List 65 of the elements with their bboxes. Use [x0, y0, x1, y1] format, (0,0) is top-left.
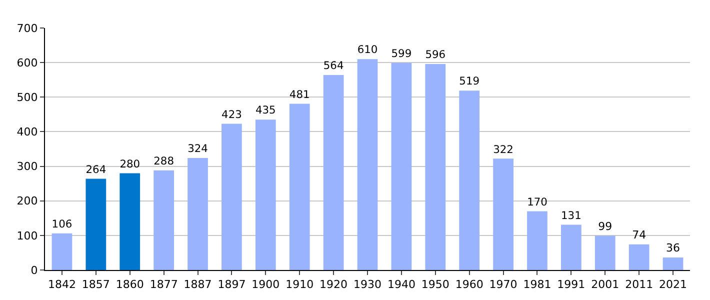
bar: [628, 244, 650, 270]
bar: [222, 124, 242, 270]
data-label: 280: [120, 157, 140, 170]
bar: [459, 90, 480, 270]
bar: [154, 170, 174, 270]
x-tick-label: 1910: [286, 278, 314, 292]
x-tick-label: 1920: [320, 278, 348, 292]
x-tick-label: 1860: [116, 278, 144, 292]
bar: [289, 104, 310, 270]
bar: [391, 62, 412, 270]
y-tick-label: 0: [30, 264, 38, 277]
x-tick-label: 1857: [82, 278, 110, 292]
data-label: 596: [425, 48, 446, 62]
x-tick-label: 1981: [523, 278, 552, 292]
data-label: 288: [154, 154, 174, 168]
data-label: 599: [391, 47, 412, 60]
y-tick-label: 500: [16, 90, 38, 104]
bar: [52, 233, 72, 270]
y-tick-label: 400: [16, 126, 38, 139]
x-tick-label: 1940: [387, 278, 416, 292]
bar: [425, 64, 446, 270]
data-label: 564: [323, 59, 344, 72]
data-label: 74: [632, 228, 646, 242]
x-tick-label: 1960: [455, 278, 484, 292]
data-label: 106: [52, 217, 72, 230]
y-tick-label: 200: [16, 194, 38, 208]
y-tick-label: 700: [16, 22, 38, 35]
x-tick-label: 1897: [218, 278, 246, 292]
x-tick-label: 1950: [421, 278, 450, 292]
bar: [86, 178, 106, 270]
data-label: 99: [598, 220, 612, 233]
data-label: 36: [666, 242, 680, 255]
x-tick-label: 2001: [591, 278, 620, 292]
data-label: 481: [289, 88, 310, 101]
bar: [527, 211, 548, 270]
data-label: 435: [255, 104, 276, 117]
y-tick-label: 300: [16, 160, 38, 174]
data-label: 324: [188, 142, 208, 156]
x-tick-label: 1930: [354, 278, 382, 292]
x-tick-label: 1887: [184, 278, 212, 292]
x-tick-label: 1900: [252, 278, 280, 292]
data-label: 423: [222, 108, 242, 121]
y-tick-label: 600: [16, 56, 38, 70]
x-tick-label: 2011: [625, 278, 654, 292]
x-tick-label: 1842: [48, 278, 76, 292]
bar: [594, 236, 616, 270]
data-label: 131: [561, 208, 582, 222]
x-tick-label: 1991: [557, 278, 586, 292]
bar: [357, 59, 378, 270]
data-label: 322: [493, 142, 514, 156]
x-tick-label: 1877: [150, 278, 178, 292]
bar: [662, 258, 684, 270]
bar: [188, 158, 208, 270]
bar: [255, 120, 276, 270]
x-tick-label: 2021: [659, 278, 688, 292]
bar: [120, 173, 140, 270]
data-label: 170: [527, 195, 548, 208]
bar: [323, 75, 344, 270]
x-tick-label: 1970: [489, 278, 518, 292]
data-label: 610: [357, 43, 378, 56]
bar: [561, 224, 582, 270]
data-label: 264: [86, 162, 106, 176]
y-tick-label: 100: [16, 229, 38, 242]
data-label: 519: [459, 74, 480, 88]
bar: [493, 158, 514, 270]
